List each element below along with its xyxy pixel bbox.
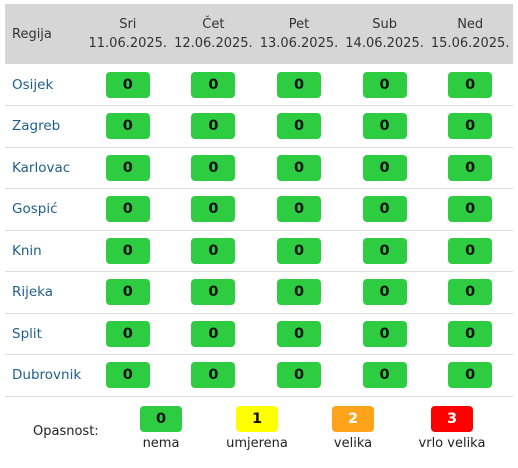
danger-level-badge: 0 [105, 196, 150, 223]
danger-level-badge: 0 [362, 196, 407, 223]
danger-level-badge: 0 [276, 237, 321, 264]
danger-level-badge: 0 [105, 279, 150, 306]
danger-level-badge: 0 [191, 237, 236, 264]
table-row: Split 0 0 0 0 0 [5, 313, 513, 355]
danger-legend: Opasnost: 0 nema 1 umjerena 2 velika 3 v… [5, 396, 513, 462]
legend-item-high: 2 velika [298, 406, 408, 451]
day-date: 14.06.2025. [345, 36, 424, 51]
day-name: Ned [457, 17, 484, 32]
danger-level-badge: 0 [448, 320, 493, 347]
legend-label: vrlo velika [418, 436, 486, 451]
danger-level-badge: 0 [191, 113, 236, 140]
danger-level-badge: 0 [191, 279, 236, 306]
danger-level-badge: 0 [105, 320, 150, 347]
danger-level-badge: 0 [362, 320, 407, 347]
legend-item-moderate: 1 umjerena [202, 406, 312, 451]
danger-level-badge: 0 [448, 362, 493, 389]
region-column-header: Regija [12, 26, 52, 42]
day-column-header: Sri 11.06.2025. [85, 4, 171, 64]
day-date: 15.06.2025. [430, 36, 510, 51]
region-link-split[interactable]: Split [12, 325, 42, 342]
danger-level-badge: 0 [448, 279, 493, 306]
danger-level-badge: 0 [276, 196, 321, 223]
danger-level-badge: 0 [362, 71, 407, 98]
table-row: Knin 0 0 0 0 0 [5, 230, 513, 272]
danger-level-badge: 0 [191, 154, 236, 181]
danger-level-badge: 0 [276, 154, 321, 181]
danger-level-badge: 0 [191, 320, 236, 347]
region-link-karlovac[interactable]: Karlovac [12, 159, 71, 176]
day-date: 13.06.2025. [259, 36, 339, 51]
day-name: Pet [288, 17, 310, 32]
danger-level-badge: 0 [448, 113, 493, 140]
table-row: Osijek 0 0 0 0 0 [5, 64, 513, 106]
day-column-header: Sub 14.06.2025. [342, 4, 428, 64]
danger-level-badge: 0 [276, 279, 321, 306]
danger-level-badge: 0 [105, 237, 150, 264]
region-link-osijek[interactable]: Osijek [12, 76, 54, 93]
danger-level-badge: 0 [448, 71, 493, 98]
day-name: Čet [202, 17, 225, 32]
danger-level-badge: 0 [191, 362, 236, 389]
danger-level-badge: 0 [448, 196, 493, 223]
table-row: Rijeka 0 0 0 0 0 [5, 272, 513, 313]
region-link-gospic[interactable]: Gospić [12, 201, 58, 218]
legend-item-none: 0 nema [106, 406, 216, 451]
danger-level-badge: 0 [276, 71, 321, 98]
danger-level-badge: 0 [105, 362, 150, 389]
region-link-rijeka[interactable]: Rijeka [12, 284, 54, 301]
legend-badge: 0 [140, 406, 182, 432]
danger-level-badge: 0 [362, 154, 407, 181]
day-date: 12.06.2025. [174, 36, 253, 51]
day-name: Sri [119, 17, 137, 32]
danger-level-badge: 0 [105, 113, 150, 140]
forecast-table: Regija Sri 11.06.2025. Čet 12.06.2025. P… [5, 4, 513, 397]
table-row: Dubrovnik 0 0 0 0 0 [5, 355, 513, 396]
danger-level-badge: 0 [191, 71, 236, 98]
day-column-header: Ned 15.06.2025. [427, 4, 513, 64]
danger-level-badge: 0 [276, 320, 321, 347]
danger-level-badge: 0 [362, 113, 407, 140]
region-link-zagreb[interactable]: Zagreb [12, 118, 61, 135]
legend-badge: 2 [332, 406, 374, 432]
legend-item-very-high: 3 vrlo velika [397, 406, 507, 451]
danger-level-badge: 0 [105, 154, 150, 181]
legend-label: velika [333, 436, 373, 451]
table-row: Karlovac 0 0 0 0 0 [5, 147, 513, 189]
danger-level-badge: 0 [448, 154, 493, 181]
day-name: Sub [372, 17, 397, 32]
danger-level-badge: 0 [362, 237, 407, 264]
region-link-dubrovnik[interactable]: Dubrovnik [12, 367, 82, 384]
legend-badge: 1 [236, 406, 278, 432]
table-row: Gospić 0 0 0 0 0 [5, 189, 513, 230]
danger-level-badge: 0 [276, 362, 321, 389]
day-date: 11.06.2025. [88, 36, 168, 51]
legend-label: nema [142, 436, 180, 451]
danger-level-badge: 0 [362, 362, 407, 389]
legend-title: Opasnost: [33, 424, 99, 439]
danger-level-badge: 0 [362, 279, 407, 306]
region-link-knin[interactable]: Knin [12, 242, 42, 259]
danger-level-badge: 0 [191, 196, 236, 223]
table-row: Zagreb 0 0 0 0 0 [5, 106, 513, 147]
legend-badge: 3 [431, 406, 473, 432]
legend-label: umjerena [226, 436, 288, 451]
danger-level-badge: 0 [276, 113, 321, 140]
table-header-row: Regija Sri 11.06.2025. Čet 12.06.2025. P… [5, 4, 513, 64]
danger-level-badge: 0 [448, 237, 493, 264]
danger-level-badge: 0 [105, 71, 150, 98]
day-column-header: Čet 12.06.2025. [171, 4, 257, 64]
day-column-header: Pet 13.06.2025. [256, 4, 342, 64]
